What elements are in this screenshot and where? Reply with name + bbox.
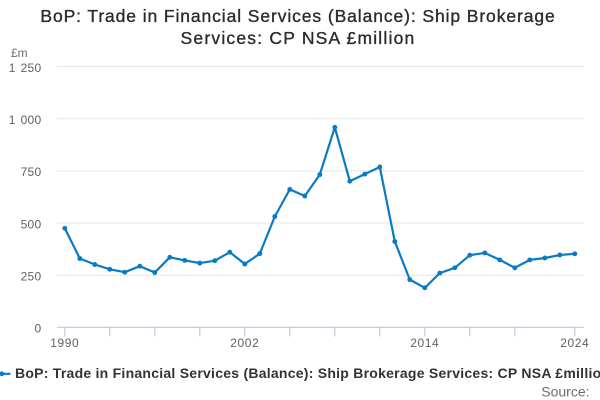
svg-text:2024: 2024 — [560, 336, 589, 350]
svg-text:250: 250 — [21, 270, 42, 284]
svg-text:1 000: 1 000 — [9, 113, 42, 127]
svg-text:BoP: Trade in Financial Servic: BoP: Trade in Financial Services (Balanc… — [15, 365, 600, 381]
svg-text:BoP: Trade in Financial Servic: BoP: Trade in Financial Services (Balanc… — [40, 6, 555, 26]
svg-text:500: 500 — [21, 217, 42, 231]
svg-text:1990: 1990 — [50, 336, 79, 350]
svg-text:2002: 2002 — [230, 336, 259, 350]
svg-text:2014: 2014 — [410, 336, 439, 350]
svg-text:Services: CP NSA £million: Services: CP NSA £million — [181, 28, 416, 48]
svg-text:£m: £m — [11, 46, 28, 60]
svg-text:750: 750 — [21, 165, 42, 179]
svg-text:0: 0 — [35, 322, 42, 336]
svg-text:1 250: 1 250 — [9, 61, 42, 75]
svg-text:Source:: Source: — [541, 383, 589, 399]
